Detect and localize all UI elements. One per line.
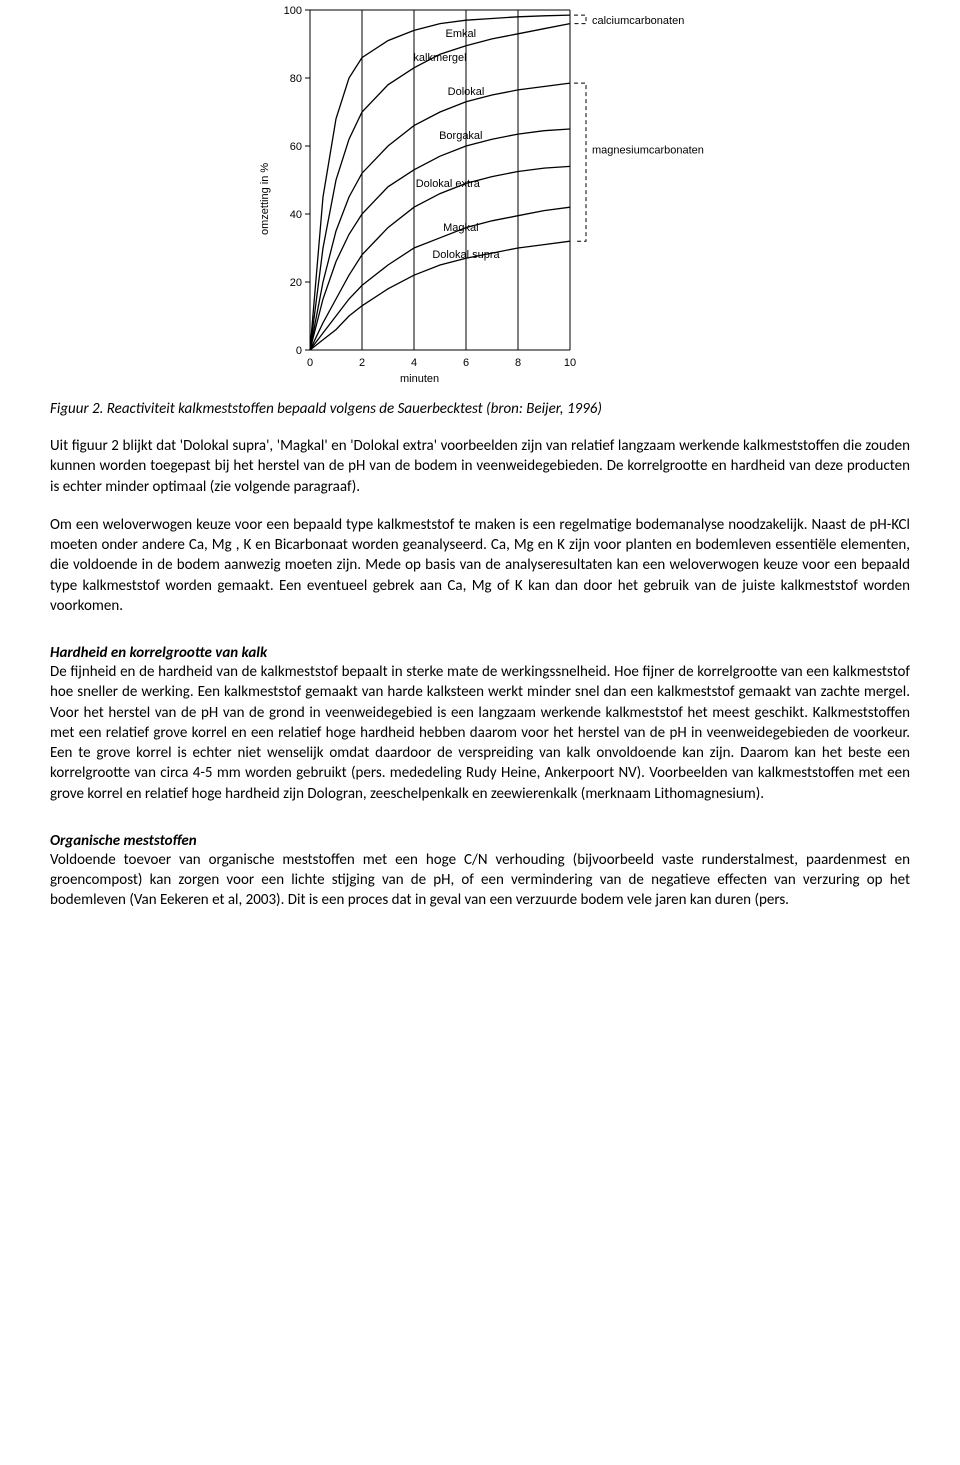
paragraph-intro: Uit figuur 2 blijkt dat 'Dolokal supra',… <box>50 436 910 497</box>
svg-text:Borgakal: Borgakal <box>439 130 482 142</box>
svg-text:100: 100 <box>284 5 302 17</box>
svg-text:6: 6 <box>463 357 469 369</box>
svg-text:Emkal: Emkal <box>446 28 477 40</box>
svg-text:40: 40 <box>290 209 302 221</box>
svg-text:4: 4 <box>411 357 417 369</box>
figure-caption: Figuur 2. Reactiviteit kalkmeststoffen b… <box>50 400 910 418</box>
section-head-organic: Organische meststoffen <box>50 832 910 850</box>
svg-text:20: 20 <box>290 277 302 289</box>
svg-text:magnesiumcarbonaten: magnesiumcarbonaten <box>592 144 704 156</box>
section-body-hardness: De fijnheid en de hardheid van de kalkme… <box>50 662 910 804</box>
svg-text:0: 0 <box>307 357 313 369</box>
svg-text:Dolokal supra: Dolokal supra <box>432 249 500 261</box>
svg-text:kalkmergel: kalkmergel <box>413 52 466 64</box>
svg-text:0: 0 <box>296 345 302 357</box>
section-head-hardness: Hardheid en korrelgrootte van kalk <box>50 644 910 662</box>
svg-text:10: 10 <box>564 357 576 369</box>
svg-text:8: 8 <box>515 357 521 369</box>
section-body-organic: Voldoende toevoer van organische meststo… <box>50 850 910 911</box>
svg-text:80: 80 <box>290 73 302 85</box>
svg-text:2: 2 <box>359 357 365 369</box>
svg-text:minuten: minuten <box>400 373 439 385</box>
svg-text:Dolokal: Dolokal <box>448 86 485 98</box>
reactivity-chart: 0 20 40 60 80 100 0 2 4 6 8 10 minuten omzetting in %… <box>250 0 710 390</box>
svg-text:60: 60 <box>290 141 302 153</box>
svg-text:omzetting in %: omzetting in % <box>259 163 271 235</box>
svg-text:Magkal: Magkal <box>443 222 478 234</box>
svg-text:calciumcarbonaten: calciumcarbonaten <box>592 15 684 27</box>
chart-container: 0 20 40 60 80 100 0 2 4 6 8 10 minuten omzetting in %… <box>50 0 910 390</box>
paragraph-analysis: Om een weloverwogen keuze voor een bepaa… <box>50 515 910 616</box>
svg-text:Dolokal extra: Dolokal extra <box>416 178 481 190</box>
